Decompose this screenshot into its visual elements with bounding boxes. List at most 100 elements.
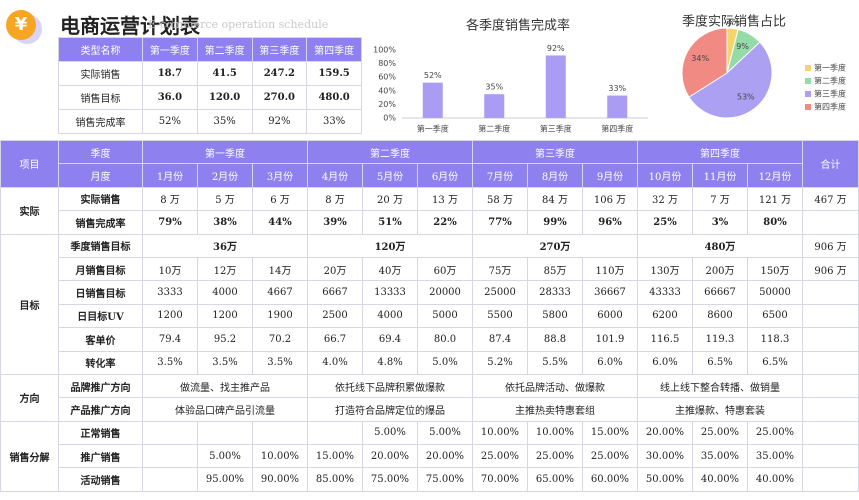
row-label: 正常销售 bbox=[58, 420, 143, 446]
plan-table: 项目 季度 第一季度 第二季度 第三季度 第四季度 合计 月度 1月份 2月份 3月份 4月份 5月份 6… bbox=[0, 139, 859, 492]
header-cell: 9月份 bbox=[582, 163, 638, 188]
legend-swatch bbox=[805, 91, 811, 97]
chart-title: 季度实际销售占比 bbox=[682, 14, 786, 30]
cell: 41.5 bbox=[196, 61, 253, 86]
y-tick-label: 40% bbox=[378, 86, 396, 95]
cell: 88.8 bbox=[527, 327, 583, 352]
cell: 4667 bbox=[252, 280, 308, 305]
cell: 做流量、找主推产品 bbox=[142, 373, 308, 399]
header-cell: 10月份 bbox=[637, 163, 693, 188]
header-cell: 3月份 bbox=[252, 163, 308, 188]
header-cell: 第三季度 bbox=[251, 37, 308, 62]
legend-label: 第四季度 bbox=[814, 102, 846, 112]
cell: 6.0% bbox=[637, 350, 693, 375]
cell: 28333 bbox=[527, 280, 583, 305]
cell: 75万 bbox=[472, 256, 528, 282]
cell: 体验品口碑产品引流量 bbox=[142, 397, 308, 422]
cell: 80% bbox=[747, 210, 803, 235]
cell: 60.00% bbox=[582, 467, 638, 492]
cell: 5.00% bbox=[362, 420, 418, 446]
cell: 12万 bbox=[197, 256, 253, 282]
header-cell: 合计 bbox=[802, 140, 859, 188]
header-cell: 第四季度 bbox=[306, 37, 362, 62]
cell: 5 万 bbox=[197, 186, 253, 212]
cell: 38% bbox=[197, 210, 253, 235]
x-tick-label: 第四季度 bbox=[601, 124, 633, 134]
empty-cell bbox=[142, 444, 198, 469]
legend-swatch bbox=[805, 65, 811, 71]
header-cell: 月度 bbox=[58, 163, 143, 188]
cell: 110万 bbox=[582, 256, 638, 282]
logo: ¥ bbox=[6, 10, 36, 40]
cell: 5.00% bbox=[417, 420, 473, 446]
cell: 85万 bbox=[527, 256, 583, 282]
page-subtitle: E-commerce operation schedule bbox=[148, 18, 329, 31]
page-title: 电商运营计划表 bbox=[60, 14, 200, 38]
empty-cell bbox=[802, 397, 859, 422]
group-label: 实际 bbox=[0, 186, 59, 235]
legend-label: 第一季度 bbox=[814, 63, 846, 73]
cell: 84 万 bbox=[527, 186, 583, 212]
summary-table: 类型名称 第一季度 第二季度 第三季度 第四季度 实际销售 18.7 41.5 … bbox=[58, 37, 362, 134]
cell: 8 万 bbox=[307, 186, 363, 212]
cell: 43333 bbox=[637, 280, 693, 305]
chart-title: 各季度销售完成率 bbox=[466, 18, 570, 34]
cell: 4.8% bbox=[362, 350, 418, 375]
summary-row: 实际销售 18.7 41.5 247.2 159.5 bbox=[58, 61, 362, 86]
legend-label: 第三季度 bbox=[814, 89, 846, 99]
cell: 4.0% bbox=[307, 350, 363, 375]
bar bbox=[607, 95, 628, 118]
cell: 120.0 bbox=[196, 85, 253, 110]
cell: 35.00% bbox=[747, 444, 803, 469]
cell: 3.5% bbox=[142, 350, 198, 375]
cell: 92% bbox=[251, 109, 308, 134]
legend-label: 第二季度 bbox=[814, 76, 846, 86]
cell: 70.2 bbox=[252, 327, 308, 352]
empty-cell bbox=[802, 467, 859, 492]
row-label: 实际销售 bbox=[58, 61, 143, 86]
data-label: 4% bbox=[727, 18, 740, 27]
table-row: 目标 季度销售目标 36万 120万 270万 480万 906 万 bbox=[0, 233, 859, 375]
cell: 25.00% bbox=[582, 444, 638, 469]
cell: 36.0 bbox=[142, 85, 198, 110]
pie-slice bbox=[681, 27, 728, 98]
cell: 10.00% bbox=[527, 420, 583, 446]
cell: 120万 bbox=[307, 233, 473, 258]
cell: 200万 bbox=[692, 256, 748, 282]
empty-cell bbox=[142, 467, 198, 492]
row-label: 产品推广方向 bbox=[58, 397, 143, 422]
y-tick-label: 100% bbox=[373, 46, 396, 55]
cell: 4000 bbox=[362, 303, 418, 329]
cell: 75.00% bbox=[417, 467, 473, 492]
cell: 32 万 bbox=[637, 186, 693, 212]
header-cell: 8月份 bbox=[527, 163, 583, 188]
cell: 20000 bbox=[417, 280, 473, 305]
bar bbox=[545, 55, 566, 118]
cell: 50000 bbox=[747, 280, 803, 305]
header-cell: 4月份 bbox=[307, 163, 363, 188]
row-label: 销售目标 bbox=[58, 85, 143, 110]
cell: 35.00% bbox=[692, 444, 748, 469]
cell: 119.3 bbox=[692, 327, 748, 352]
empty-cell bbox=[802, 327, 859, 352]
cell: 75.00% bbox=[362, 467, 418, 492]
cell: 主推爆款、特惠套装 bbox=[637, 397, 803, 422]
summary-row: 销售目标 36.0 120.0 270.0 480.0 bbox=[58, 85, 362, 110]
cell: 6500 bbox=[747, 303, 803, 329]
row-label: 活动销售 bbox=[58, 467, 143, 492]
row-label: 推广销售 bbox=[58, 444, 143, 469]
x-tick-label: 第三季度 bbox=[540, 124, 572, 134]
cell: 39% bbox=[307, 210, 363, 235]
cell: 85.00% bbox=[307, 467, 363, 492]
group-label: 方向 bbox=[0, 373, 59, 422]
cell: 116.5 bbox=[637, 327, 693, 352]
cell: 480.0 bbox=[306, 85, 362, 110]
table-row: 活动销售 95.00% 90.00% 85.00% 75.00% 75.00% 70.00%… bbox=[1, 467, 859, 492]
table-row: 日销售目标 3333 4000 4667 6667 13333 20000 25000 2833… bbox=[1, 280, 859, 305]
cell: 5000 bbox=[417, 303, 473, 329]
cell: 90.00% bbox=[252, 467, 308, 492]
cell: 40.00% bbox=[692, 467, 748, 492]
cell: 96% bbox=[582, 210, 638, 235]
header-cell: 第三季度 bbox=[472, 139, 638, 165]
